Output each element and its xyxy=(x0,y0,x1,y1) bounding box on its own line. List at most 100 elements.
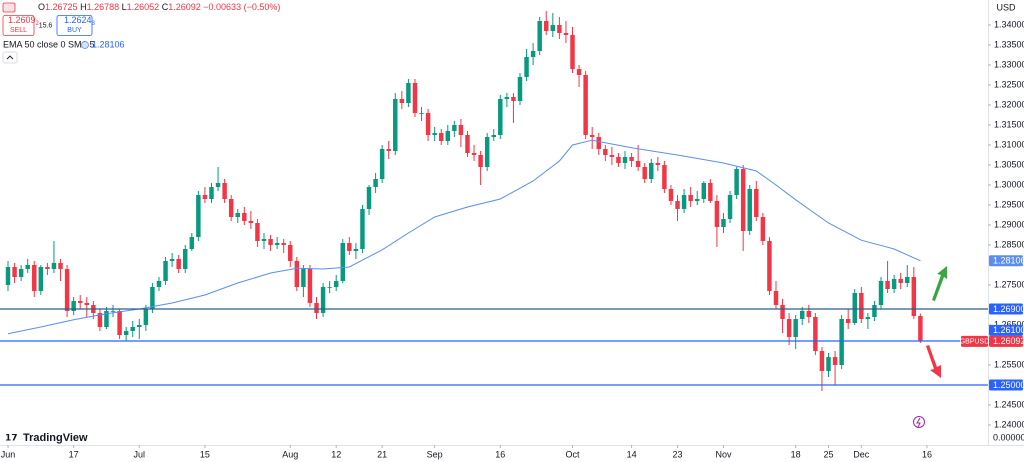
candle-body xyxy=(806,311,812,317)
candle-body xyxy=(288,245,293,261)
candle-body xyxy=(524,57,529,77)
candle-body xyxy=(629,157,634,161)
level-tag-label: 1.25000 xyxy=(993,380,1024,390)
candle-body xyxy=(32,265,37,291)
candle-body xyxy=(530,51,536,57)
sell-price: 1.26092 xyxy=(8,15,40,26)
symbol-tag-label: GBPUSD xyxy=(960,339,990,346)
candle-body xyxy=(905,277,910,283)
indicator-icon[interactable] xyxy=(81,41,89,49)
candle-body xyxy=(196,195,201,237)
collapse-icon xyxy=(6,55,14,60)
y-tick-label: 1.29000 xyxy=(994,219,1024,229)
candle-body xyxy=(773,291,779,305)
symbol-tag xyxy=(961,335,988,347)
candle-body xyxy=(97,313,103,327)
candle-body xyxy=(301,269,306,287)
candle-body xyxy=(872,305,877,317)
y-tick-label: 1.33500 xyxy=(994,39,1024,49)
ema-line xyxy=(7,139,921,335)
candle-body xyxy=(498,99,503,135)
candle-body xyxy=(189,237,195,249)
ohlc-legend: O1.26725 H1.26788 L1.26052 C1.26092 −0.0… xyxy=(38,2,280,12)
candle-body xyxy=(163,261,168,281)
buy-button[interactable] xyxy=(56,15,93,36)
candle-body xyxy=(681,195,687,209)
candle-body xyxy=(412,83,418,113)
x-tick-label: Nov xyxy=(715,449,732,459)
candle-body xyxy=(655,163,661,165)
y-tick-label: 1.27500 xyxy=(994,279,1024,289)
candle-body xyxy=(662,165,667,189)
candle-body xyxy=(274,243,280,245)
down-arrow xyxy=(926,345,941,378)
candle-body xyxy=(110,311,116,312)
candle-body xyxy=(58,263,63,269)
candle-body xyxy=(694,199,700,201)
candle-body xyxy=(314,303,319,313)
x-tick-label: Jun xyxy=(1,449,16,459)
candle-body xyxy=(425,113,431,135)
candle-body xyxy=(793,319,798,337)
candle-body xyxy=(557,25,562,33)
candle-body xyxy=(754,189,759,217)
candle-body xyxy=(721,219,726,227)
candle-body xyxy=(183,249,188,269)
candle-body xyxy=(622,157,628,163)
candle-body xyxy=(911,277,917,316)
candle-body xyxy=(491,135,496,137)
candle-body xyxy=(484,137,490,167)
candle-body xyxy=(137,325,142,327)
level-tag-label: 1.26100 xyxy=(993,325,1024,335)
x-tick-label: Dec xyxy=(853,449,870,459)
candle-body xyxy=(51,263,57,269)
candle-body xyxy=(432,133,437,135)
currency: USD xyxy=(996,2,1016,12)
x-tick-label: 17 xyxy=(69,449,79,459)
sell-button[interactable] xyxy=(2,15,35,36)
candle-body xyxy=(366,187,372,209)
candle-body xyxy=(589,135,595,137)
candle-body xyxy=(603,149,608,155)
y-tick-label: 1.33000 xyxy=(994,59,1024,69)
symbol-icon[interactable] xyxy=(2,2,16,13)
candle-body xyxy=(898,279,903,283)
x-tick-label: 25 xyxy=(823,449,833,459)
candle-body xyxy=(780,305,785,319)
candle-body xyxy=(77,301,83,303)
candle-body xyxy=(45,267,50,269)
candle-body xyxy=(123,331,129,335)
candle-body xyxy=(845,319,851,323)
spread: 15.6 xyxy=(39,22,53,29)
candle-body xyxy=(64,269,70,311)
x-tick-label: Jul xyxy=(134,449,146,459)
x-tick-label: 23 xyxy=(673,449,683,459)
watermark: TradingView xyxy=(23,432,88,444)
candle-body xyxy=(18,269,24,277)
y-tick-label: 1.32000 xyxy=(994,99,1024,109)
candle-body xyxy=(38,267,44,291)
candle-body xyxy=(320,287,326,313)
candle-body xyxy=(740,169,746,231)
ema-tag-label: 1.28106 xyxy=(993,256,1024,266)
collapse-button[interactable] xyxy=(2,51,18,64)
candle-body xyxy=(649,163,654,179)
candle-body xyxy=(852,293,857,323)
candle-body xyxy=(12,267,17,277)
candle-body xyxy=(452,125,457,131)
x-tick-label: 15 xyxy=(200,449,210,459)
buy-label: BUY xyxy=(67,27,82,34)
axis-bottom-label: 0.00000 xyxy=(993,432,1024,442)
candle-body xyxy=(169,259,175,261)
level-tag-label: 1.26900 xyxy=(993,304,1024,314)
candle-body xyxy=(800,311,805,319)
y-tick-label: 1.25500 xyxy=(994,359,1024,369)
candle-body xyxy=(786,319,792,337)
y-tick-label: 1.24000 xyxy=(994,419,1024,429)
candle-body xyxy=(865,317,871,319)
y-tick-label: 1.30000 xyxy=(994,179,1024,189)
alert-icon[interactable] xyxy=(913,416,925,428)
x-tick-label: 18 xyxy=(791,449,801,459)
candle-body xyxy=(714,201,720,227)
